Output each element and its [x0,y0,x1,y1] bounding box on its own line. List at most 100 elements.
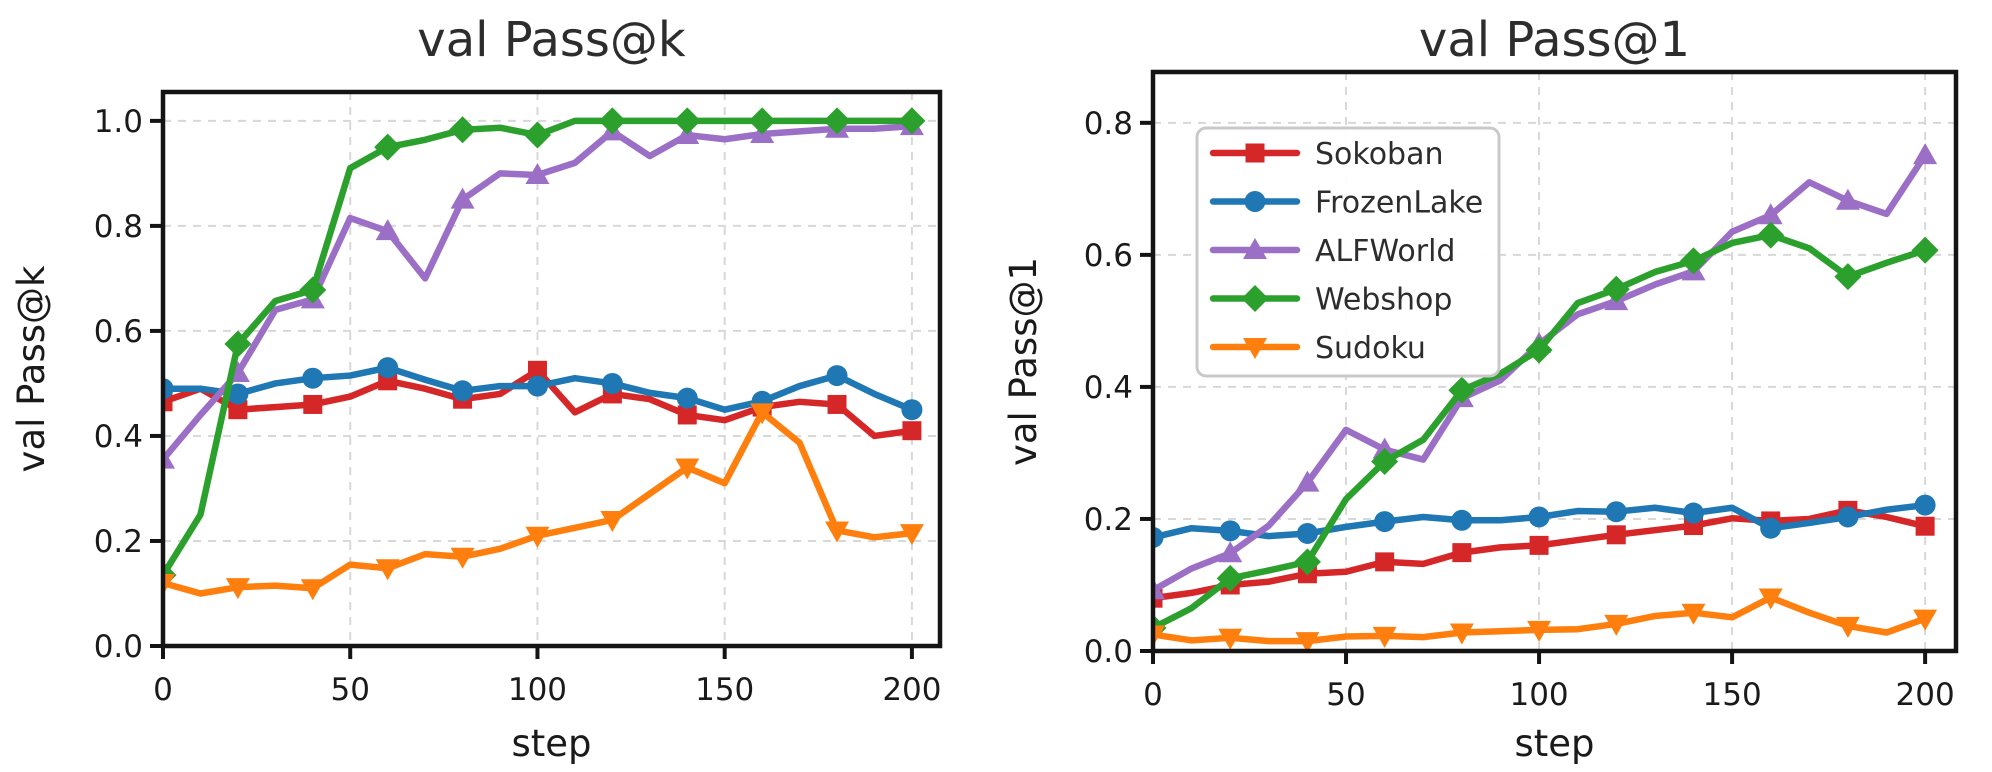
marker-triangle-up-alfworld [1295,470,1320,492]
legend-label-frozenlake: FrozenLake [1315,186,1483,221]
marker-square-sokoban [1375,552,1395,572]
marker-triangle-down-sudoku [600,510,625,532]
x-tick-label: 0 [153,672,173,708]
legend-item-sokoban: Sokoban [1209,137,1444,172]
marker-triangle-up-alfworld [1835,188,1860,210]
legend-marker-triangle-down-sudoku [1243,338,1267,359]
series-sudoku [163,403,924,601]
marker-diamond-webshop [1834,263,1862,291]
marker-circle-frozenlake [1219,520,1241,542]
marker-square-sokoban [163,392,173,412]
series-sudoku [1153,588,1938,651]
marker-triangle-up-alfworld [375,219,400,241]
y-tick-label: 0.8 [94,209,143,245]
marker-triangle-up-alfworld [1758,203,1783,225]
marker-triangle-down-sudoku [300,579,325,601]
marker-circle-frozenlake [1760,517,1782,539]
x-tick-label: 150 [695,672,754,708]
y-tick-label: 0.4 [94,419,143,455]
marker-triangle-down-sudoku [1913,609,1938,631]
x-tick-label: 50 [1326,677,1365,713]
marker-square-sokoban [677,405,697,425]
marker-diamond-webshop [598,107,626,135]
marker-circle-frozenlake [1374,511,1396,533]
legend-label-webshop: Webshop [1315,283,1452,318]
marker-triangle-up-alfworld [450,187,475,209]
marker-circle-frozenlake [377,357,399,379]
y-axis-label: val Pass@k [10,265,53,472]
series-markers-webshop [163,107,926,589]
marker-circle-frozenlake [676,387,698,409]
marker-circle-frozenlake [1296,522,1318,544]
axes-frame [1150,69,1959,654]
x-tick-label: 200 [1896,677,1955,713]
marker-diamond-webshop [299,276,327,304]
marker-circle-frozenlake [826,365,848,387]
marker-circle-frozenlake [526,375,548,397]
marker-diamond-webshop [1757,221,1785,249]
y-tick-label: 1.0 [94,104,143,140]
marker-circle-frozenlake [601,372,623,394]
series-frozenlake [1153,494,1936,548]
marker-circle-frozenlake [452,380,474,402]
marker-square-sokoban [1529,535,1549,555]
marker-triangle-down-sudoku [1295,632,1320,651]
marker-diamond-webshop [1525,336,1553,364]
marker-circle-frozenlake [163,378,174,400]
legend-marker-square-sokoban [1245,143,1265,163]
marker-circle-frozenlake [1682,502,1704,524]
marker-square-sokoban [1606,525,1626,545]
marker-diamond-webshop [374,133,402,161]
x-axis-label: step [1514,722,1594,765]
series-webshop [163,107,926,589]
marker-square-sokoban [1452,543,1472,563]
marker-diamond-webshop [1602,275,1630,303]
marker-triangle-down-sudoku [1527,620,1552,642]
legend: Sokoban FrozenLake ALFWorld Webshop Sudoku [1195,126,1501,378]
marker-triangle-down-sudoku [163,573,175,595]
marker-diamond-webshop [898,107,926,135]
series-markers-sudoku [163,403,924,601]
marker-triangle-down-sudoku [375,559,400,581]
legend-marker-diamond-webshop [1241,285,1269,312]
series-markers-frozenlake [1153,494,1936,548]
marker-circle-frozenlake [1451,509,1473,531]
marker-diamond-webshop [1293,548,1321,576]
marker-triangle-down-sudoku [1218,628,1243,650]
marker-triangle-down-sudoku [525,526,550,548]
marker-triangle-up-alfworld [1218,541,1243,563]
marker-triangle-down-sudoku [750,403,775,425]
x-tick-label: 0 [1143,677,1163,713]
marker-diamond-webshop [449,116,477,144]
marker-diamond-webshop [823,107,851,135]
marker-circle-frozenlake [302,367,324,389]
legend-label-alfworld: ALFWorld [1315,234,1455,269]
axes-frame [160,89,943,649]
y-tick-label: 0.8 [1084,106,1133,142]
marker-square-sokoban [303,394,323,414]
marker-triangle-down-sudoku [1681,603,1706,625]
y-axis-label: val Pass@1 [1002,257,1045,466]
marker-triangle-up-alfworld [163,447,175,469]
marker-square-sokoban [228,400,248,420]
marker-circle-frozenlake [227,383,249,405]
marker-triangle-down-sudoku [1604,614,1629,636]
marker-triangle-up-alfworld [1913,143,1938,165]
marker-diamond-webshop [224,330,252,358]
marker-circle-frozenlake [1153,526,1164,548]
marker-circle-frozenlake [1605,501,1627,523]
series-group [1153,143,1939,651]
ticks-chart-val-pass-k: 0 50 100 150 200 0.0 0.2 0.4 0.6 0.8 1.0 [94,104,942,708]
y-tick-label: 0.6 [1084,238,1133,274]
legend-item-frozenlake: FrozenLake [1209,186,1483,221]
y-tick-label: 0.4 [1084,370,1133,406]
marker-diamond-webshop [748,107,776,135]
marker-triangle-down-sudoku [450,547,475,569]
legend-item-sudoku: Sudoku [1209,331,1426,366]
marker-triangle-down-sudoku [1153,625,1165,647]
marker-diamond-webshop [1679,247,1707,275]
marker-square-sokoban [527,360,547,380]
legend-label-sokoban: Sokoban [1315,137,1444,172]
marker-square-sokoban [827,394,847,414]
